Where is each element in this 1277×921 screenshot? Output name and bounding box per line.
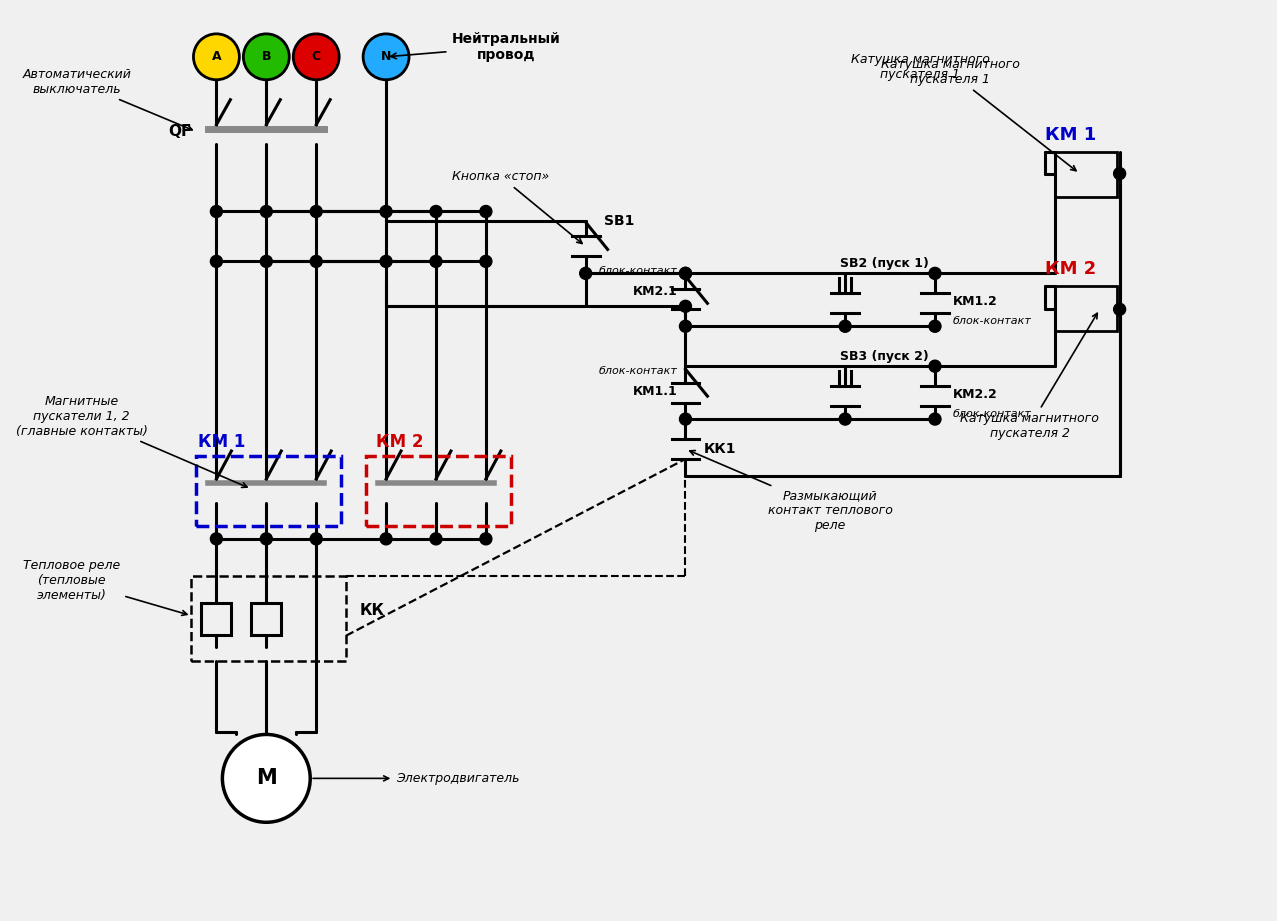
Bar <box>1055 286 1116 332</box>
Text: Катушка магнитного
пускателя 1: Катушка магнитного пускателя 1 <box>850 52 990 81</box>
Bar <box>202 602 231 635</box>
Text: A: A <box>212 51 221 64</box>
Circle shape <box>679 414 691 426</box>
Circle shape <box>211 533 222 545</box>
Text: КМ2.1: КМ2.1 <box>632 285 678 297</box>
Circle shape <box>211 205 222 217</box>
Circle shape <box>580 267 591 279</box>
Bar <box>1055 152 1116 196</box>
Bar <box>252 602 281 635</box>
Circle shape <box>839 321 852 332</box>
Text: Катушка магнитного
пускателя 2: Катушка магнитного пускателя 2 <box>960 313 1099 440</box>
Text: Размыкающий
контакт теплового
реле: Размыкающий контакт теплового реле <box>690 450 893 532</box>
Circle shape <box>363 34 409 80</box>
Circle shape <box>480 255 492 267</box>
Circle shape <box>679 321 691 332</box>
Circle shape <box>839 414 852 426</box>
Circle shape <box>244 34 290 80</box>
Text: SB3 (пуск 2): SB3 (пуск 2) <box>840 350 928 363</box>
Text: КМ2.2: КМ2.2 <box>953 388 997 401</box>
Circle shape <box>928 267 941 279</box>
Text: КМ 2: КМ 2 <box>377 433 424 451</box>
Text: SB1: SB1 <box>604 215 633 228</box>
Text: М: М <box>255 768 277 788</box>
Text: Нейтральный
провод: Нейтральный провод <box>391 31 561 62</box>
Circle shape <box>928 360 941 372</box>
Text: блок-контакт: блок-контакт <box>599 367 678 376</box>
Circle shape <box>679 267 691 279</box>
Circle shape <box>222 734 310 822</box>
Circle shape <box>310 205 322 217</box>
Text: Автоматический
выключатель: Автоматический выключатель <box>22 68 192 130</box>
Text: КМ 2: КМ 2 <box>1045 261 1096 278</box>
Text: блок-контакт: блок-контакт <box>953 316 1032 326</box>
Circle shape <box>381 255 392 267</box>
Text: КМ 1: КМ 1 <box>198 433 246 451</box>
Circle shape <box>430 255 442 267</box>
Circle shape <box>1114 168 1125 180</box>
Circle shape <box>480 533 492 545</box>
Text: Электродвигатель: Электродвигатель <box>313 772 520 785</box>
Circle shape <box>211 255 222 267</box>
Circle shape <box>294 34 340 80</box>
Text: блок-контакт: блок-контакт <box>953 409 1032 419</box>
Text: блок-контакт: блок-контакт <box>599 266 678 276</box>
Text: C: C <box>312 51 321 64</box>
Text: КМ1.1: КМ1.1 <box>632 385 678 398</box>
Circle shape <box>381 533 392 545</box>
Text: Катушка магнитного
пускателя 1: Катушка магнитного пускателя 1 <box>881 58 1077 170</box>
Circle shape <box>679 267 691 279</box>
Text: Магнитные
пускатели 1, 2
(главные контакты): Магнитные пускатели 1, 2 (главные контак… <box>15 394 246 487</box>
Circle shape <box>1114 303 1125 315</box>
Circle shape <box>928 414 941 426</box>
Circle shape <box>261 255 272 267</box>
Text: КМ 1: КМ 1 <box>1045 125 1096 144</box>
Circle shape <box>679 300 691 312</box>
Circle shape <box>430 205 442 217</box>
Text: B: B <box>262 51 271 64</box>
Circle shape <box>928 321 941 332</box>
Text: QF: QF <box>167 124 192 139</box>
Circle shape <box>381 205 392 217</box>
Text: SB2 (пуск 1): SB2 (пуск 1) <box>840 257 930 270</box>
Text: Кнопка «стоп»: Кнопка «стоп» <box>452 170 582 243</box>
Circle shape <box>261 205 272 217</box>
Circle shape <box>430 533 442 545</box>
Circle shape <box>310 533 322 545</box>
Circle shape <box>480 205 492 217</box>
Circle shape <box>261 533 272 545</box>
Text: N: N <box>381 51 391 64</box>
Circle shape <box>310 255 322 267</box>
Text: Тепловое реле
(тепловые
элементы): Тепловое реле (тепловые элементы) <box>23 559 186 615</box>
Text: КК: КК <box>359 603 384 618</box>
Text: КК1: КК1 <box>704 442 736 456</box>
Circle shape <box>193 34 239 80</box>
Text: КМ1.2: КМ1.2 <box>953 295 997 308</box>
